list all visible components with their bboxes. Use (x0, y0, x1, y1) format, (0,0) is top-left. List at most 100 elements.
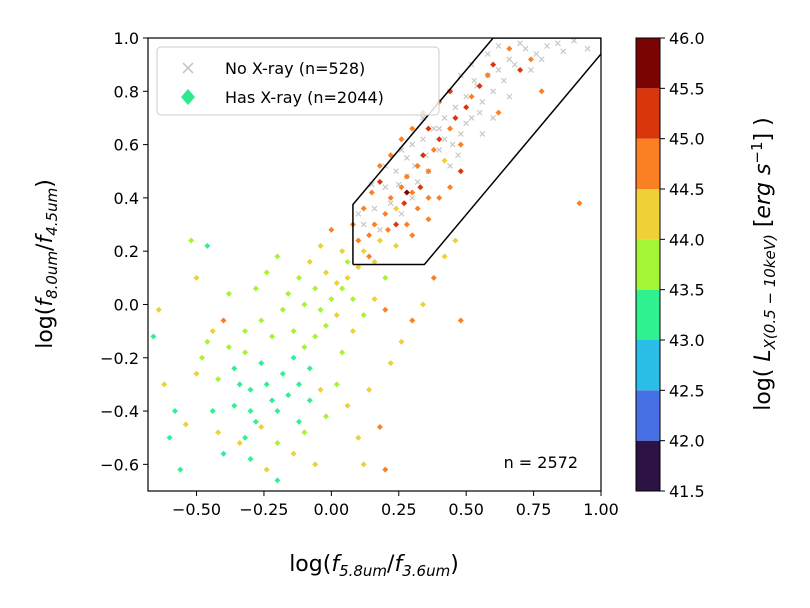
xray-point (476, 82, 483, 89)
y-tick-label: 0.0 (114, 295, 139, 314)
no-xray-point (554, 40, 561, 47)
xray-point (279, 370, 286, 377)
xray-point (403, 221, 410, 228)
xray-point (242, 349, 249, 356)
xray-point (242, 328, 249, 335)
xray-point (322, 322, 329, 329)
xray-point (401, 200, 408, 207)
xray-point (155, 306, 162, 313)
xray-point (368, 189, 375, 196)
xray-point (312, 285, 319, 292)
xray-point (409, 232, 416, 239)
colorbar-bin (636, 390, 660, 441)
xray-point (258, 424, 265, 431)
xray-point (495, 109, 502, 116)
xray-point (457, 317, 464, 324)
xray-point (387, 152, 394, 159)
xray-point (452, 237, 459, 244)
y-tick-label: 0.4 (114, 189, 139, 208)
xray-point (425, 216, 432, 223)
no-xray-point (436, 125, 443, 132)
no-xray-point (376, 226, 383, 233)
xray-point (349, 328, 356, 335)
xray-point (285, 392, 292, 399)
xray-point (274, 408, 281, 415)
no-xray-point (430, 125, 437, 132)
no-xray-point (517, 40, 524, 47)
xray-point (193, 274, 200, 281)
no-xray-point (387, 200, 394, 207)
xray-point (517, 66, 524, 73)
selection-wedge-line (352, 38, 601, 266)
xray-point (409, 125, 416, 132)
no-xray-point (452, 104, 459, 111)
xray-point (576, 200, 583, 207)
xray-point (398, 184, 405, 191)
xray-point (344, 274, 351, 281)
xray-point (220, 450, 227, 457)
xray-point (333, 280, 340, 287)
no-xray-point (393, 168, 399, 175)
no-xray-point (479, 99, 486, 105)
no-xray-point (409, 194, 416, 201)
no-xray-point (584, 45, 591, 52)
no-xray-point (501, 77, 507, 84)
xray-point (447, 125, 453, 132)
xray-point (366, 253, 373, 260)
xray-point (296, 274, 302, 281)
xray-point (225, 290, 232, 297)
xray-point (247, 386, 254, 393)
xray-point (425, 125, 432, 132)
xray-point (252, 285, 259, 292)
xray-point (366, 232, 373, 239)
xray-point (161, 381, 168, 388)
colorbar (636, 38, 660, 491)
xray-point (441, 253, 448, 260)
xray-point (384, 226, 391, 233)
colorbar-tick-label: 44.0 (669, 230, 705, 249)
xray-point (387, 360, 394, 367)
xray-point (312, 333, 319, 340)
xray-point (274, 440, 281, 447)
x-tick-label: 0.50 (448, 500, 484, 519)
xray-point (290, 450, 297, 457)
xray-point (360, 312, 367, 319)
xray-point (382, 306, 389, 313)
y-tick-label: −0.6 (100, 455, 139, 474)
xray-point (414, 162, 421, 169)
xray-point (403, 189, 410, 196)
no-xray-point (409, 141, 416, 148)
xray-point (328, 296, 335, 303)
xray-point (452, 114, 459, 121)
xray-point (317, 386, 324, 393)
x-tick-label: 0.25 (381, 500, 417, 519)
xray-point (263, 269, 270, 276)
xray-point (274, 253, 281, 260)
xray-point (150, 333, 157, 340)
colorbar-bin (636, 289, 660, 340)
xray-point (215, 429, 222, 436)
xray-point (204, 338, 211, 345)
xray-point (279, 306, 286, 313)
colorbar-tick-label: 45.5 (669, 79, 705, 98)
sample-count-annotation: n = 2572 (504, 453, 578, 472)
no-xray-point (420, 136, 426, 143)
xray-point (355, 237, 362, 244)
xray-point (225, 344, 232, 351)
xray-point (328, 226, 335, 233)
colorbar-tick-label: 45.0 (669, 130, 705, 149)
xray-point (166, 434, 173, 441)
xray-point (306, 258, 313, 265)
xray-point (490, 61, 497, 68)
no-xray-point (490, 88, 497, 95)
xray-point (322, 413, 329, 420)
xray-point (296, 381, 302, 388)
x-tick-label: 1.00 (583, 500, 619, 519)
xray-point (376, 178, 383, 185)
xray-point (339, 285, 346, 292)
colorbar-tick-label: 42.0 (669, 432, 705, 451)
colorbar-ticks: 41.5 42.0 42.5 43.0 43.5 44.0 44.5 45.0 45.5 46.0 (660, 29, 705, 501)
x-tick-label: 0.75 (516, 500, 552, 519)
no-xray-point (468, 115, 475, 121)
